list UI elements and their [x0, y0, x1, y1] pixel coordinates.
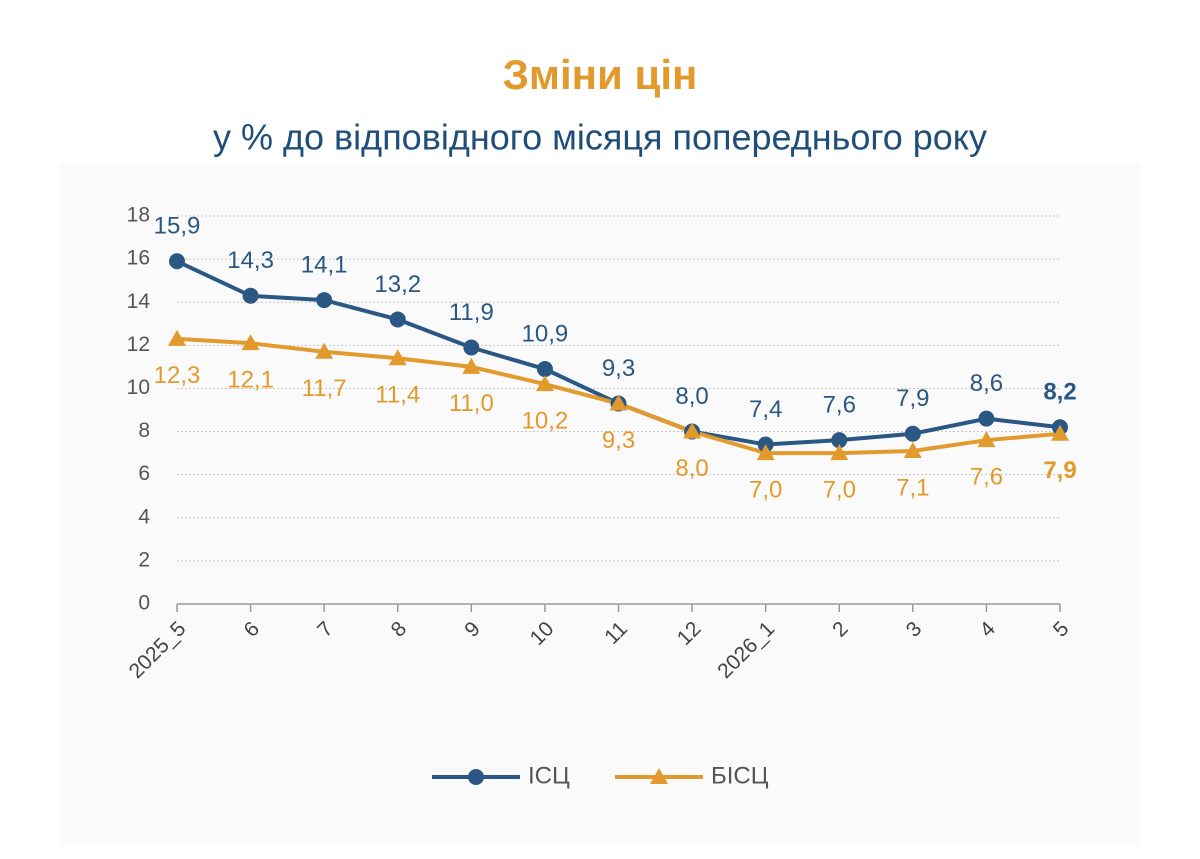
- point: [462, 357, 481, 374]
- point: [388, 349, 407, 366]
- y-tick-label: 14: [127, 290, 151, 313]
- value-label: 11,0: [449, 390, 494, 417]
- point: [168, 329, 186, 346]
- value-label: 8,6: [970, 370, 1003, 397]
- value-label: 14,3: [227, 247, 274, 274]
- chart-title: Зміни цін: [503, 51, 698, 98]
- legend-label: ІСЦ: [528, 762, 570, 789]
- point: [315, 342, 334, 359]
- value-label: 12,3: [154, 362, 201, 389]
- point: [536, 361, 553, 378]
- value-label: 11,9: [449, 299, 494, 326]
- point: [241, 334, 260, 351]
- value-label: 8,2: [1043, 379, 1076, 406]
- y-tick-label: 4: [138, 505, 150, 528]
- point: [1051, 424, 1069, 441]
- value-label: 7,6: [823, 392, 856, 419]
- y-tick-label: 8: [138, 419, 150, 442]
- point: [169, 253, 185, 270]
- value-label: 11,7: [302, 375, 347, 402]
- y-tick-label: 0: [138, 592, 150, 615]
- y-tick-label: 16: [127, 247, 150, 270]
- point: [389, 311, 406, 328]
- value-label: 7,4: [749, 396, 782, 423]
- plot-background: [60, 165, 1140, 845]
- y-tick-label: 10: [127, 376, 150, 399]
- point: [463, 339, 480, 356]
- legend-marker: [650, 768, 668, 784]
- chart-subtitle: у % до відповідного місяця попереднього …: [213, 117, 987, 158]
- point: [756, 444, 775, 461]
- value-label: 8,0: [675, 455, 708, 482]
- point: [609, 394, 628, 411]
- point: [977, 431, 996, 448]
- y-tick-label: 6: [138, 462, 150, 485]
- point: [978, 410, 995, 427]
- value-label: 14,1: [301, 251, 348, 278]
- value-label: 7,6: [970, 464, 1003, 491]
- value-label: 8,0: [675, 383, 708, 410]
- point: [242, 287, 259, 304]
- point: [316, 292, 333, 309]
- value-label: 9,3: [602, 355, 635, 382]
- point: [904, 425, 921, 442]
- point: [831, 432, 848, 449]
- value-label: 7,0: [749, 476, 782, 503]
- point: [535, 375, 554, 392]
- value-label: 9,3: [602, 427, 635, 454]
- point: [830, 444, 849, 461]
- value-label: 11,4: [375, 382, 420, 409]
- y-tick-label: 18: [127, 204, 150, 227]
- value-label: 10,2: [522, 407, 569, 434]
- value-label: 12,1: [227, 367, 274, 394]
- value-label: 7,1: [896, 474, 929, 501]
- value-label: 7,0: [823, 476, 856, 503]
- value-label: 15,9: [154, 213, 201, 240]
- value-label: 7,9: [1043, 457, 1076, 484]
- legend-marker: [468, 769, 484, 785]
- legend-label: БІСЦ: [711, 762, 769, 789]
- value-label: 13,2: [374, 271, 421, 298]
- y-tick-label: 12: [127, 333, 150, 356]
- value-label: 7,9: [896, 385, 929, 412]
- point: [683, 422, 702, 439]
- point: [903, 441, 922, 458]
- y-tick-label: 2: [138, 548, 150, 571]
- value-label: 10,9: [522, 320, 569, 347]
